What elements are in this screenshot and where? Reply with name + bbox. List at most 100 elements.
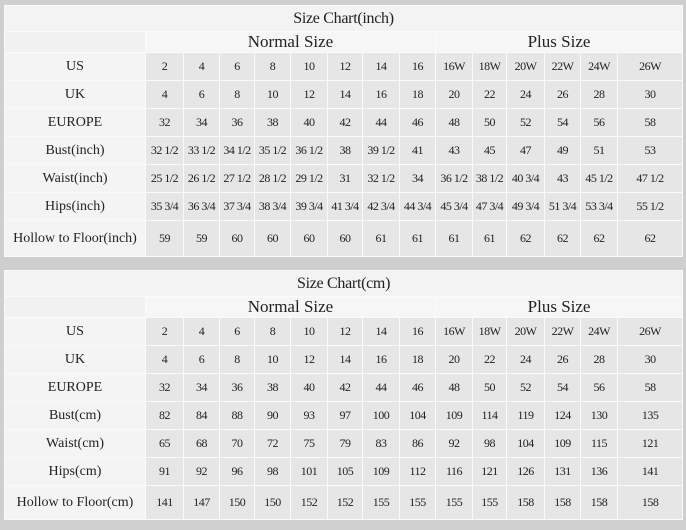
size-cell: 22W [544,52,581,81]
size-cell: 22W [544,317,581,346]
size-cell: 24W [580,317,618,346]
size-cell: 14 [327,345,363,374]
size-cell: 14 [327,80,363,109]
table-title: Size Chart(cm) [3,270,684,297]
size-cell: 45 1/2 [580,164,618,193]
size-cell: 43 [544,164,581,193]
size-cell: 62 [544,220,581,257]
size-cell: 105 [327,457,363,486]
size-cell: 141 [616,457,684,486]
size-chart-cm: Size Chart(cm) Normal Size Plus Size US 2 4 6 8… [3,270,684,520]
size-cell: 18 [399,80,436,109]
size-cell: 36 3/4 [183,192,220,221]
size-cell: 62 [616,220,684,257]
size-cell: 24 [506,80,545,109]
size-cell: 27 1/2 [219,164,255,193]
size-cell: 4 [145,345,184,374]
size-cell: 147 [183,485,220,520]
row-label: Hips(cm) [4,457,146,486]
size-cell: 16 [362,345,400,374]
size-cell: 10 [290,317,328,346]
row-label: US [4,52,146,81]
size-cell: 92 [183,457,220,486]
size-cell: 152 [327,485,363,520]
size-cell: 44 [362,373,400,402]
size-cell: 16 [362,80,400,109]
size-cell: 158 [544,485,581,520]
size-cell: 70 [219,429,255,458]
size-cell: 158 [506,485,545,520]
size-cell: 32 [145,108,184,137]
size-cell: 6 [183,80,220,109]
size-cell: 6 [219,52,255,81]
table-row: Hollow to Floor(inch) 59 59 60 60 60 60 61 61 61 6… [4,220,684,257]
size-cell: 61 [435,220,473,257]
title-row: Size Chart(inch) [3,5,684,32]
size-cell: 121 [616,429,684,458]
size-cell: 109 [544,429,581,458]
size-cell: 136 [580,457,618,486]
size-cell: 135 [616,401,684,430]
size-cell: 20W [506,52,545,81]
table-row: EUROPE 32 34 36 38 40 42 44 46 48 50 52 54 56 58 [4,108,684,137]
size-cell: 104 [399,401,436,430]
size-cell: 4 [183,317,220,346]
size-cell: 26W [616,52,684,81]
size-cell: 38 1/2 [472,164,507,193]
size-cell: 97 [327,401,363,430]
size-cell: 24 [506,345,545,374]
size-cell: 155 [362,485,400,520]
size-cell: 2 [145,52,184,81]
size-cell: 32 1/2 [362,164,400,193]
size-cell: 10 [290,52,328,81]
size-cell: 8 [254,317,291,346]
size-cell: 36 [219,108,255,137]
size-cell: 34 [399,164,436,193]
size-cell: 53 3/4 [580,192,618,221]
row-label: Waist(inch) [4,164,146,193]
size-cell: 32 [145,373,184,402]
size-cell: 58 [616,108,684,137]
size-cell: 39 1/2 [362,136,400,165]
size-cell: 39 3/4 [290,192,328,221]
size-cell: 12 [327,52,363,81]
size-cell: 44 [362,108,400,137]
size-cell: 115 [580,429,618,458]
size-cell: 6 [219,317,255,346]
size-cell: 41 [399,136,436,165]
table-row: US 2 4 6 8 10 12 14 16 16W 18W 20W 22W 24W 26W [4,317,684,346]
table-row: UK 4 6 8 10 12 14 16 18 20 22 24 26 28 30 [4,80,684,109]
row-label: EUROPE [4,108,146,137]
size-cell: 43 [435,136,473,165]
size-cell: 114 [472,401,507,430]
size-cell: 49 3/4 [506,192,545,221]
size-cell: 50 [472,108,507,137]
size-cell: 16W [435,52,473,81]
size-cell: 36 1/2 [290,136,328,165]
row-label: Bust(inch) [4,136,146,165]
size-cell: 93 [290,401,328,430]
size-cell: 52 [506,108,545,137]
table-row: Waist(inch) 25 1/2 26 1/2 27 1/2 28 1/2 29 1/… [4,164,684,193]
size-cell: 10 [254,345,291,374]
size-cell: 72 [254,429,291,458]
size-cell: 35 3/4 [145,192,184,221]
size-cell: 109 [362,457,400,486]
size-cell: 51 3/4 [544,192,581,221]
blank-cell [4,296,146,318]
size-cell: 8 [219,80,255,109]
size-cell: 82 [145,401,184,430]
size-cell: 8 [219,345,255,374]
size-cell: 60 [254,220,291,257]
size-cell: 31 [327,164,363,193]
size-cell: 155 [472,485,507,520]
row-label: Hollow to Floor(inch) [4,220,146,257]
size-cell: 34 [183,373,220,402]
size-cell: 47 1/2 [616,164,684,193]
size-cell: 61 [362,220,400,257]
size-cell: 98 [254,457,291,486]
size-cell: 60 [290,220,328,257]
group-normal-size: Normal Size [145,31,436,53]
size-cell: 131 [544,457,581,486]
size-cell: 65 [145,429,184,458]
